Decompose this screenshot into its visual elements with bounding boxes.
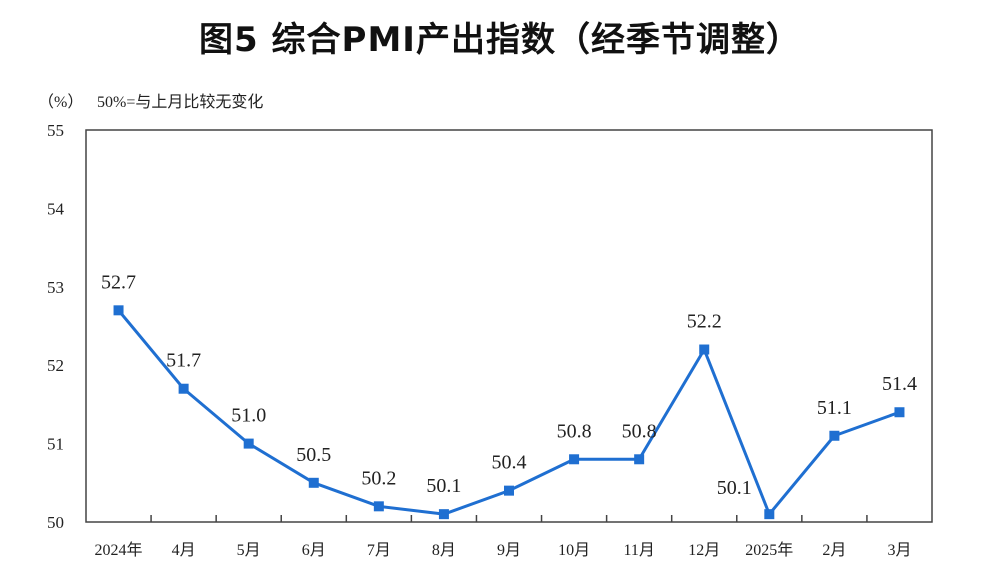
y-tick-label: 53 (47, 278, 64, 297)
y-tick-label: 51 (47, 435, 64, 454)
data-label: 52.7 (101, 271, 136, 293)
data-label: 50.8 (557, 420, 592, 442)
x-tick-label: 4月 (172, 542, 196, 559)
data-label: 52.2 (687, 311, 722, 333)
x-tick-label: 9月 (497, 542, 521, 559)
x-tick-label: 2024年 (95, 541, 143, 559)
data-point (829, 430, 840, 441)
x-tick-label: 5月 (237, 542, 261, 559)
chart-annotation: 50%=与上月比较无变化 (97, 94, 264, 111)
data-point (894, 407, 905, 418)
data-point (504, 485, 514, 496)
data-label: 51.1 (817, 397, 852, 419)
data-point (113, 305, 124, 316)
data-point (438, 509, 449, 520)
plot-frame (85, 129, 933, 523)
x-tick-label: 6月 (302, 542, 326, 559)
data-label: 50.4 (492, 452, 527, 474)
data-point (699, 344, 710, 355)
data-point (634, 454, 645, 465)
data-label: 51.4 (882, 373, 917, 395)
data-point (178, 383, 189, 394)
data-label: 50.1 (426, 475, 461, 497)
x-tick-label: 12月 (688, 542, 720, 559)
y-axis-unit: （%） (38, 94, 84, 111)
x-tick-label: 3月 (887, 542, 911, 559)
y-tick-label: 52 (47, 356, 64, 375)
x-tick-label: 7月 (367, 542, 391, 559)
chart-title: 图5 综合PMI产出指数（经季节调整） (199, 20, 801, 60)
data-label: 50.8 (622, 420, 657, 442)
data-label: 50.2 (361, 467, 396, 489)
data-point (243, 438, 254, 449)
data-point (764, 509, 775, 520)
data-point (308, 477, 319, 488)
x-tick-label: 2025年 (745, 541, 793, 559)
data-label: 51.0 (231, 405, 266, 427)
x-tick-label: 2月 (822, 542, 846, 559)
data-point (569, 454, 580, 465)
x-tick-label: 11月 (623, 542, 654, 559)
data-label: 50.1 (717, 477, 752, 499)
x-tick-label: 8月 (432, 542, 456, 559)
y-tick-label: 50 (47, 513, 64, 532)
data-point (373, 501, 384, 512)
x-tick-label: 10月 (558, 542, 590, 559)
y-tick-label: 55 (47, 121, 64, 140)
data-label: 51.7 (166, 350, 201, 372)
y-tick-label: 54 (47, 199, 65, 218)
data-label: 50.5 (296, 444, 331, 466)
